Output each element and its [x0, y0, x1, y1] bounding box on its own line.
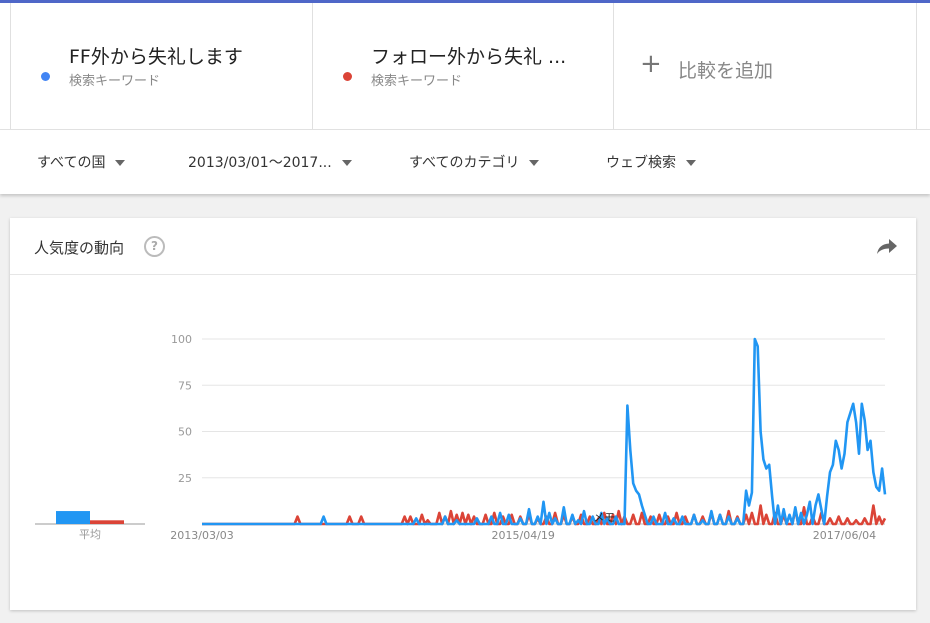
country-filter-label: すべての国 [37, 155, 106, 171]
y-tick-label: 25 [178, 472, 192, 485]
country-filter[interactable]: すべての国 [37, 152, 126, 172]
y-tick-label: 75 [178, 379, 192, 392]
term-1-name: FF外から失礼します [69, 46, 243, 68]
filter-bar: すべての国 2013/03/01〜2017... すべてのカテゴリ ウェブ検索 [0, 130, 930, 194]
search-type-filter[interactable]: ウェブ検索 [606, 152, 696, 172]
caret-down-icon [115, 160, 126, 166]
y-tick-label: 50 [178, 426, 192, 439]
term-card-2[interactable]: フォロー外から失礼 ... 検索キーワード [312, 3, 613, 129]
help-icon[interactable]: ? [144, 236, 165, 257]
y-tick-label: 100 [171, 333, 192, 346]
x-tick-label: 2017/06/04 [813, 529, 876, 542]
x-tick-label: 2015/04/19 [492, 529, 555, 542]
top-accent-line [0, 0, 930, 3]
add-compare-button[interactable]: + 比較を追加 [613, 3, 917, 129]
average-label: 平均 [79, 528, 101, 541]
term-2-name: フォロー外から失礼 ... [371, 46, 567, 68]
trend-chart[interactable]: 25 50 75 100 2013/03/03 2015/04/19 2017/06/04 平… [10, 274, 916, 610]
x-tick-label: 2013/03/03 [170, 529, 233, 542]
share-icon[interactable] [876, 236, 898, 256]
caret-down-icon [686, 160, 696, 166]
annotation-label: メモ [593, 511, 615, 524]
search-type-filter-label: ウェブ検索 [606, 155, 676, 171]
average-bar [56, 511, 90, 524]
category-filter-label: すべてのカテゴリ [409, 155, 520, 171]
card-title: 人気度の動向 [34, 239, 125, 257]
search-terms-bar: FF外から失礼します 検索キーワード フォロー外から失礼 ... 検索キーワード… [0, 3, 930, 130]
term-2-color-dot [343, 72, 352, 81]
plus-icon: + [640, 49, 662, 79]
period-filter[interactable]: 2013/03/01〜2017... [188, 152, 352, 172]
term-2-type: 検索キーワード [371, 74, 463, 89]
category-filter[interactable]: すべてのカテゴリ [409, 152, 540, 172]
caret-down-icon [529, 160, 540, 166]
average-bar [90, 520, 124, 524]
add-compare-label: 比較を追加 [678, 60, 774, 82]
period-filter-label: 2013/03/01〜2017... [188, 155, 332, 171]
interest-over-time-card: 人気度の動向 ? 25 50 75 100 2013/03/03 2015/04/19 20… [10, 218, 916, 610]
series-line-1 [202, 337, 887, 526]
term-1-type: 検索キーワード [69, 74, 161, 89]
card-header: 人気度の動向 ? [10, 218, 916, 275]
term-1-color-dot [41, 72, 50, 81]
caret-down-icon [341, 160, 352, 166]
term-card-1[interactable]: FF外から失礼します 検索キーワード [10, 3, 312, 129]
